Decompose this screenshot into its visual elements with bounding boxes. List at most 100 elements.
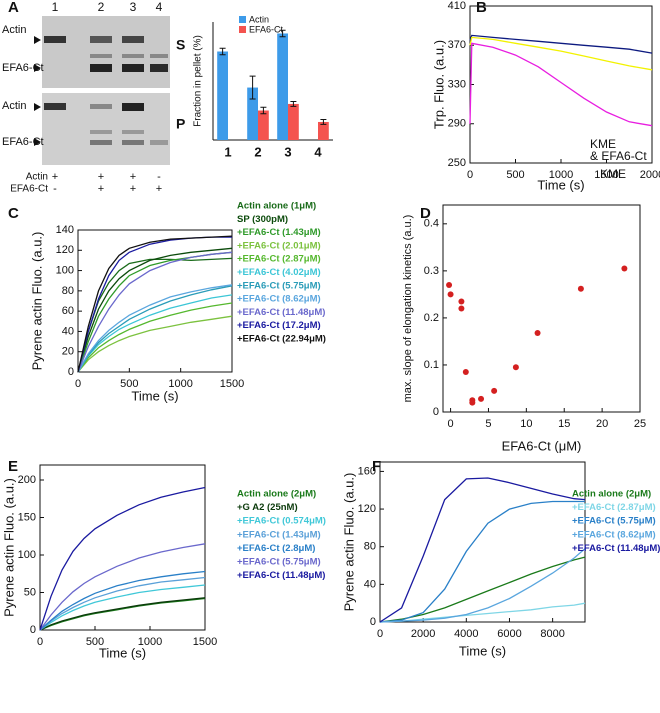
x-tick-label: 0 bbox=[377, 628, 383, 640]
x-tick-label: 3 bbox=[284, 144, 291, 159]
line bbox=[77, 294, 233, 373]
line bbox=[77, 257, 233, 373]
y-tick-label: 370 bbox=[448, 39, 466, 51]
panel-letter: F bbox=[372, 458, 381, 475]
y-tick-label: 150 bbox=[18, 511, 36, 523]
y-tick-label: 0.2 bbox=[424, 312, 439, 324]
plot-frame bbox=[77, 229, 233, 373]
x-tick-label: 0 bbox=[37, 636, 43, 648]
x-axis-label: Time (s) bbox=[131, 388, 178, 403]
error-bar bbox=[260, 106, 267, 115]
band bbox=[122, 130, 144, 134]
legend-label: +EFA6-Ct (1.43μM) bbox=[237, 529, 321, 540]
line bbox=[77, 235, 233, 373]
x-tick-label: 1000 bbox=[168, 378, 192, 390]
band bbox=[150, 140, 168, 145]
legend-label: +EFA6-Ct (8.62μM) bbox=[572, 529, 656, 540]
line bbox=[77, 315, 233, 373]
condition-sign: + bbox=[98, 183, 104, 195]
point bbox=[458, 298, 465, 305]
point bbox=[512, 364, 519, 371]
y-tick-label: 250 bbox=[448, 157, 466, 169]
y-tick-label: 60 bbox=[62, 305, 74, 317]
band bbox=[90, 36, 112, 43]
x-tick-label: 1500 bbox=[594, 169, 618, 181]
y-axis-label: max. slope of elongation kinetics (a.u.) bbox=[402, 215, 414, 403]
legend-label: +EFA6-Ct (0.574μM) bbox=[237, 516, 326, 527]
fraction-label: P bbox=[176, 116, 185, 132]
band bbox=[122, 54, 144, 58]
x-tick-label: 5 bbox=[485, 418, 491, 430]
legend-label: +EFA6-Ct (1.43μM) bbox=[237, 227, 321, 238]
y-tick-label: 140 bbox=[56, 224, 74, 236]
y-tick-label: 80 bbox=[364, 541, 376, 553]
x-tick-label: 1500 bbox=[193, 636, 217, 648]
condition-sign: + bbox=[156, 183, 162, 195]
y-tick-label: 0.4 bbox=[424, 218, 439, 230]
x-axis-label: Time (s) bbox=[99, 645, 146, 660]
y-tick-label: 160 bbox=[358, 465, 376, 477]
y-tick-label: 200 bbox=[18, 474, 36, 486]
band bbox=[90, 64, 112, 72]
annotation: KME bbox=[590, 137, 616, 151]
y-tick-label: 0 bbox=[68, 366, 74, 378]
point bbox=[446, 281, 453, 288]
bar bbox=[318, 121, 329, 140]
legend-label: +EFA6-Ct (5.75μM) bbox=[572, 516, 656, 527]
x-tick-label: 6000 bbox=[497, 628, 521, 640]
x-axis-label: Time (s) bbox=[537, 177, 584, 192]
gel-upper bbox=[42, 16, 170, 88]
line bbox=[379, 500, 585, 623]
line bbox=[39, 543, 206, 631]
panel-letter: C bbox=[8, 205, 19, 222]
y-tick-label: 290 bbox=[448, 118, 466, 130]
point bbox=[458, 305, 465, 312]
band bbox=[122, 64, 144, 72]
plot-frame bbox=[469, 5, 653, 164]
legend-label: EFA6-Ct bbox=[249, 24, 284, 34]
plot-frame bbox=[39, 464, 206, 631]
band bbox=[122, 36, 144, 43]
y-tick-label: 100 bbox=[56, 264, 74, 276]
legend-label: +EFA6-Ct (2.01μM) bbox=[237, 240, 321, 251]
condition-sign: + bbox=[98, 171, 104, 183]
line bbox=[39, 576, 206, 631]
y-tick-label: 40 bbox=[364, 578, 376, 590]
legend-label: Actin alone (2μM) bbox=[237, 489, 316, 500]
line bbox=[77, 302, 233, 373]
y-tick-label: 410 bbox=[448, 0, 466, 12]
y-tick-label: 120 bbox=[358, 503, 376, 515]
line bbox=[469, 36, 653, 71]
band-label: Actin bbox=[2, 24, 26, 36]
panel-letter: D bbox=[420, 205, 431, 222]
x-tick-label: 500 bbox=[86, 636, 104, 648]
x-tick-label: 4000 bbox=[454, 628, 478, 640]
band bbox=[90, 54, 112, 58]
legend-label: +EFA6-Ct (22.94μM) bbox=[237, 334, 326, 345]
arrow bbox=[34, 64, 41, 72]
band bbox=[150, 54, 168, 58]
lane-number: 4 bbox=[156, 0, 163, 14]
annotation: & EFA6-Ct bbox=[590, 149, 647, 163]
plot-frame bbox=[442, 204, 641, 413]
condition-sign: - bbox=[53, 183, 57, 195]
legend-label: +EFA6-Ct (2.8μM) bbox=[237, 543, 315, 554]
legend-swatch bbox=[239, 16, 246, 23]
bar bbox=[258, 110, 269, 140]
band bbox=[44, 36, 66, 43]
condition-sign: + bbox=[52, 171, 58, 183]
line bbox=[77, 247, 233, 373]
x-tick-label: 1500 bbox=[220, 378, 244, 390]
legend-label: +EFA6-Ct (11.48μM) bbox=[572, 543, 660, 554]
legend-label: +EFA6-Ct (17.2μM) bbox=[237, 320, 321, 331]
y-tick-label: 0.1 bbox=[424, 359, 439, 371]
line bbox=[39, 584, 206, 631]
bar bbox=[288, 103, 299, 140]
y-tick-label: 0 bbox=[433, 406, 439, 418]
x-tick-label: 8000 bbox=[540, 628, 564, 640]
condition-sign: + bbox=[130, 171, 136, 183]
arrow bbox=[34, 138, 41, 146]
y-axis-label: Pyrene actin Fluo. (a.u.) bbox=[1, 478, 16, 617]
y-tick-label: 50 bbox=[24, 586, 36, 598]
arrow bbox=[34, 36, 41, 44]
